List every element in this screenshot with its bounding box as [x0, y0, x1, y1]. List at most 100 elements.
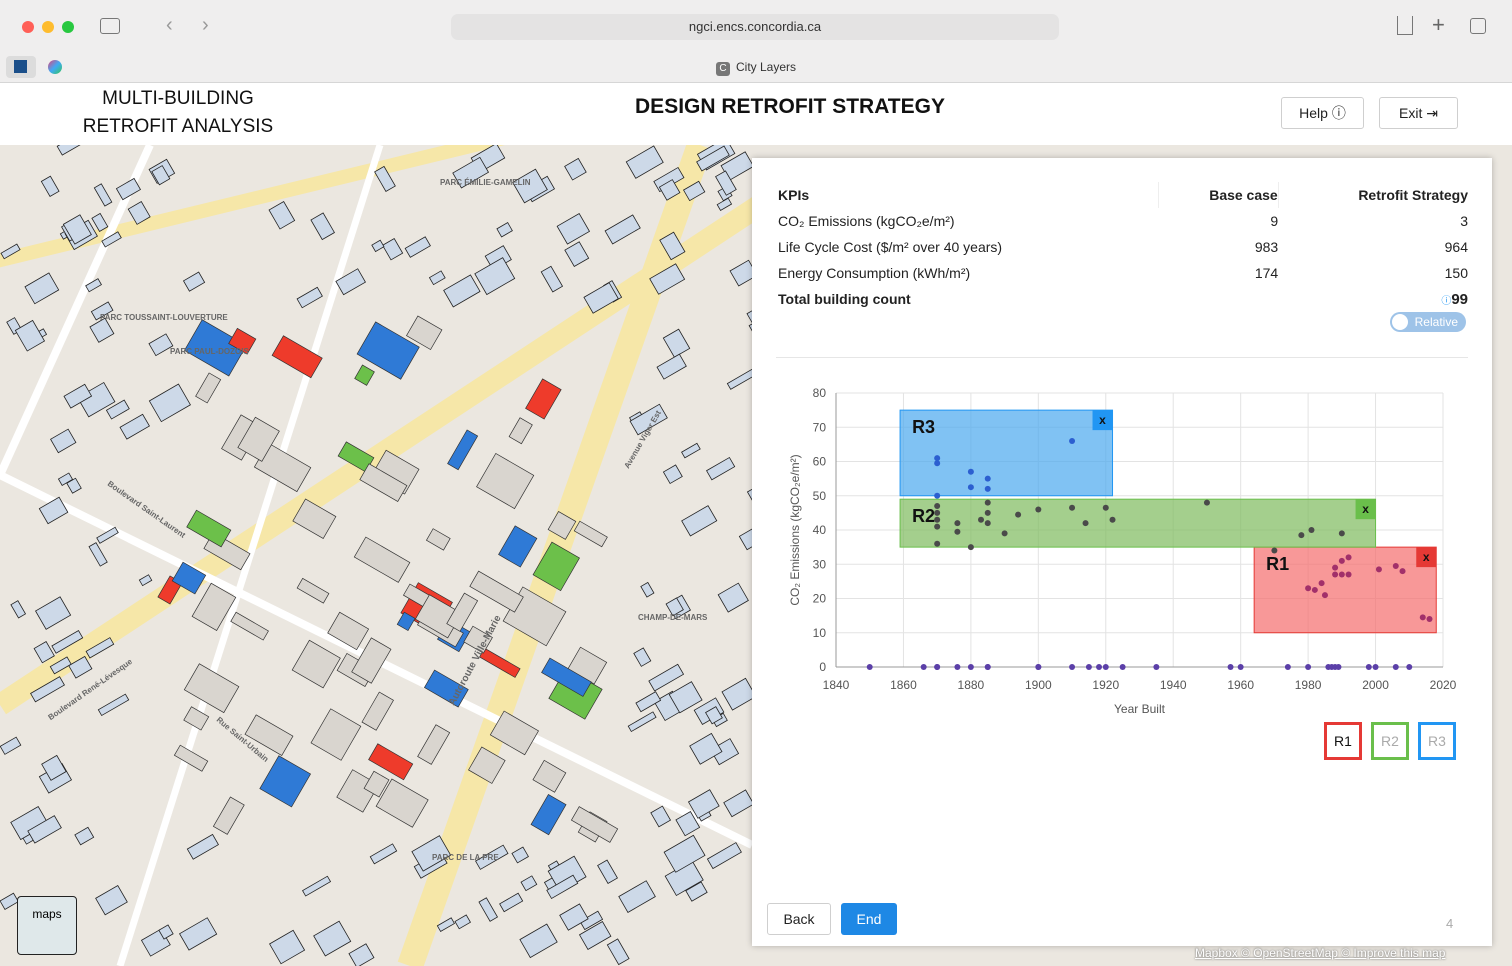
map-building — [74, 826, 95, 846]
region-close[interactable]: x — [1362, 502, 1369, 516]
y-tick-label: 30 — [813, 557, 827, 571]
point — [1392, 664, 1399, 670]
map-building — [474, 257, 516, 296]
help-button[interactable]: Help ⓘ — [1281, 97, 1364, 129]
map-3d-building — [356, 321, 420, 380]
page-title: DESIGN RETROFIT STRATEGY — [635, 95, 945, 118]
map-building — [649, 263, 686, 295]
map-building — [668, 681, 703, 714]
kpi-cell: 174 — [1254, 265, 1279, 281]
point — [1102, 504, 1109, 511]
kpi-body: CO₂ Emissions (kgCO₂e/m²) 9 3 Life Cycle Co… — [778, 208, 1468, 286]
scatter-chart: 0 10 20 30 40 50 60 70 80 1840 1860 1880 1900 1920 194… — [788, 386, 1457, 716]
map-building — [62, 214, 92, 245]
map-building — [650, 805, 672, 828]
address-bar[interactable]: ngci.encs.concordia.ca — [451, 14, 1059, 40]
region-close[interactable]: x — [1099, 413, 1106, 427]
map-building — [0, 892, 19, 910]
point — [1298, 532, 1305, 539]
point — [1153, 664, 1160, 670]
map-3d-building — [532, 541, 580, 592]
browser-chrome: ‹ › ngci.encs.concordia.ca + C City Layer… — [0, 0, 1512, 83]
map-building — [723, 789, 752, 818]
point — [978, 516, 985, 523]
new-tab[interactable]: + — [1432, 12, 1445, 37]
map-building — [57, 472, 74, 486]
map-building — [564, 241, 590, 268]
back-arrow[interactable]: ‹ — [166, 14, 173, 36]
map-label: PARC ÉMILIE-GAMELIN — [440, 178, 531, 187]
map-building — [443, 274, 481, 308]
map-building — [687, 789, 720, 819]
map-3d-building — [183, 706, 210, 731]
map-building — [578, 921, 612, 950]
map-building — [90, 301, 114, 321]
map-3d-building — [354, 364, 375, 386]
x-tick-label: 1980 — [1295, 678, 1322, 692]
region-button[interactable]: R3 — [1418, 722, 1456, 760]
divider — [776, 357, 1468, 358]
map-3d-building — [573, 520, 608, 548]
x-tick-label: 2020 — [1430, 678, 1457, 692]
map-3d-building — [184, 319, 247, 377]
region — [899, 409, 1114, 497]
map-3d-building — [375, 778, 429, 828]
sidebar-toggle[interactable] — [100, 18, 120, 34]
map-building — [179, 917, 218, 951]
map-building — [662, 328, 691, 358]
map-building — [41, 754, 67, 781]
point — [1035, 506, 1042, 513]
share-button[interactable] — [1397, 16, 1413, 35]
region-close[interactable]: x — [1423, 550, 1430, 564]
relative-toggle[interactable]: Relative — [1390, 312, 1466, 332]
back-button[interactable]: Back — [767, 903, 831, 935]
forward-arrow[interactable]: › — [202, 14, 209, 36]
minimize-window[interactable] — [42, 21, 54, 33]
map-building — [511, 846, 529, 864]
map-road — [0, 145, 154, 477]
close-window[interactable] — [22, 21, 34, 33]
pinned-icon — [14, 60, 27, 73]
map-3d-building — [291, 639, 341, 689]
point — [1345, 554, 1352, 561]
app-title: MULTI-BUILDING RETROFIT ANALYSIS — [60, 85, 296, 141]
map-3d-building — [310, 708, 362, 761]
map-3d-building — [447, 429, 479, 471]
map-building — [696, 145, 730, 172]
map-style-button[interactable]: maps — [17, 896, 77, 955]
zoom-window[interactable] — [62, 21, 74, 33]
map-3d-building — [296, 577, 330, 604]
map-building — [629, 403, 668, 436]
map-attribution[interactable]: Mapbox © OpenStreetMap © Improve this ma… — [1195, 946, 1446, 960]
map-building — [689, 732, 723, 765]
map-building — [85, 278, 102, 293]
map[interactable]: PARC ÉMILIE-GAMELIN PARC TOUSSAINT-LOUVE… — [0, 145, 752, 966]
region-button[interactable]: R1 — [1324, 722, 1362, 760]
tab-overview[interactable] — [1470, 18, 1486, 34]
pinned-tab-2[interactable] — [48, 60, 62, 74]
end-button[interactable]: End — [841, 903, 897, 935]
y-tick-label: 10 — [813, 626, 827, 640]
map-3d-building — [363, 770, 390, 798]
exit-button[interactable]: Exit ⇥ — [1379, 97, 1458, 129]
map-building — [475, 844, 509, 870]
map-building — [656, 353, 687, 380]
tab[interactable]: C City Layers — [0, 54, 1512, 81]
map-3d-building — [530, 794, 567, 836]
point — [967, 544, 974, 551]
map-building — [604, 214, 641, 245]
kpi-cell: 983 — [1254, 239, 1279, 255]
toggle-label: Relative — [1414, 315, 1458, 329]
map-3d-building — [532, 759, 567, 793]
pinned-tab[interactable] — [6, 56, 36, 78]
map-building — [746, 300, 752, 327]
map-road — [0, 145, 505, 268]
map-3d-building — [259, 755, 312, 808]
map-building — [716, 197, 733, 211]
map-building — [452, 156, 490, 189]
map-building — [663, 834, 706, 873]
x-tick-label: 1860 — [890, 678, 917, 692]
region-button[interactable]: R2 — [1371, 722, 1409, 760]
exit-label: Exit — [1399, 105, 1423, 121]
